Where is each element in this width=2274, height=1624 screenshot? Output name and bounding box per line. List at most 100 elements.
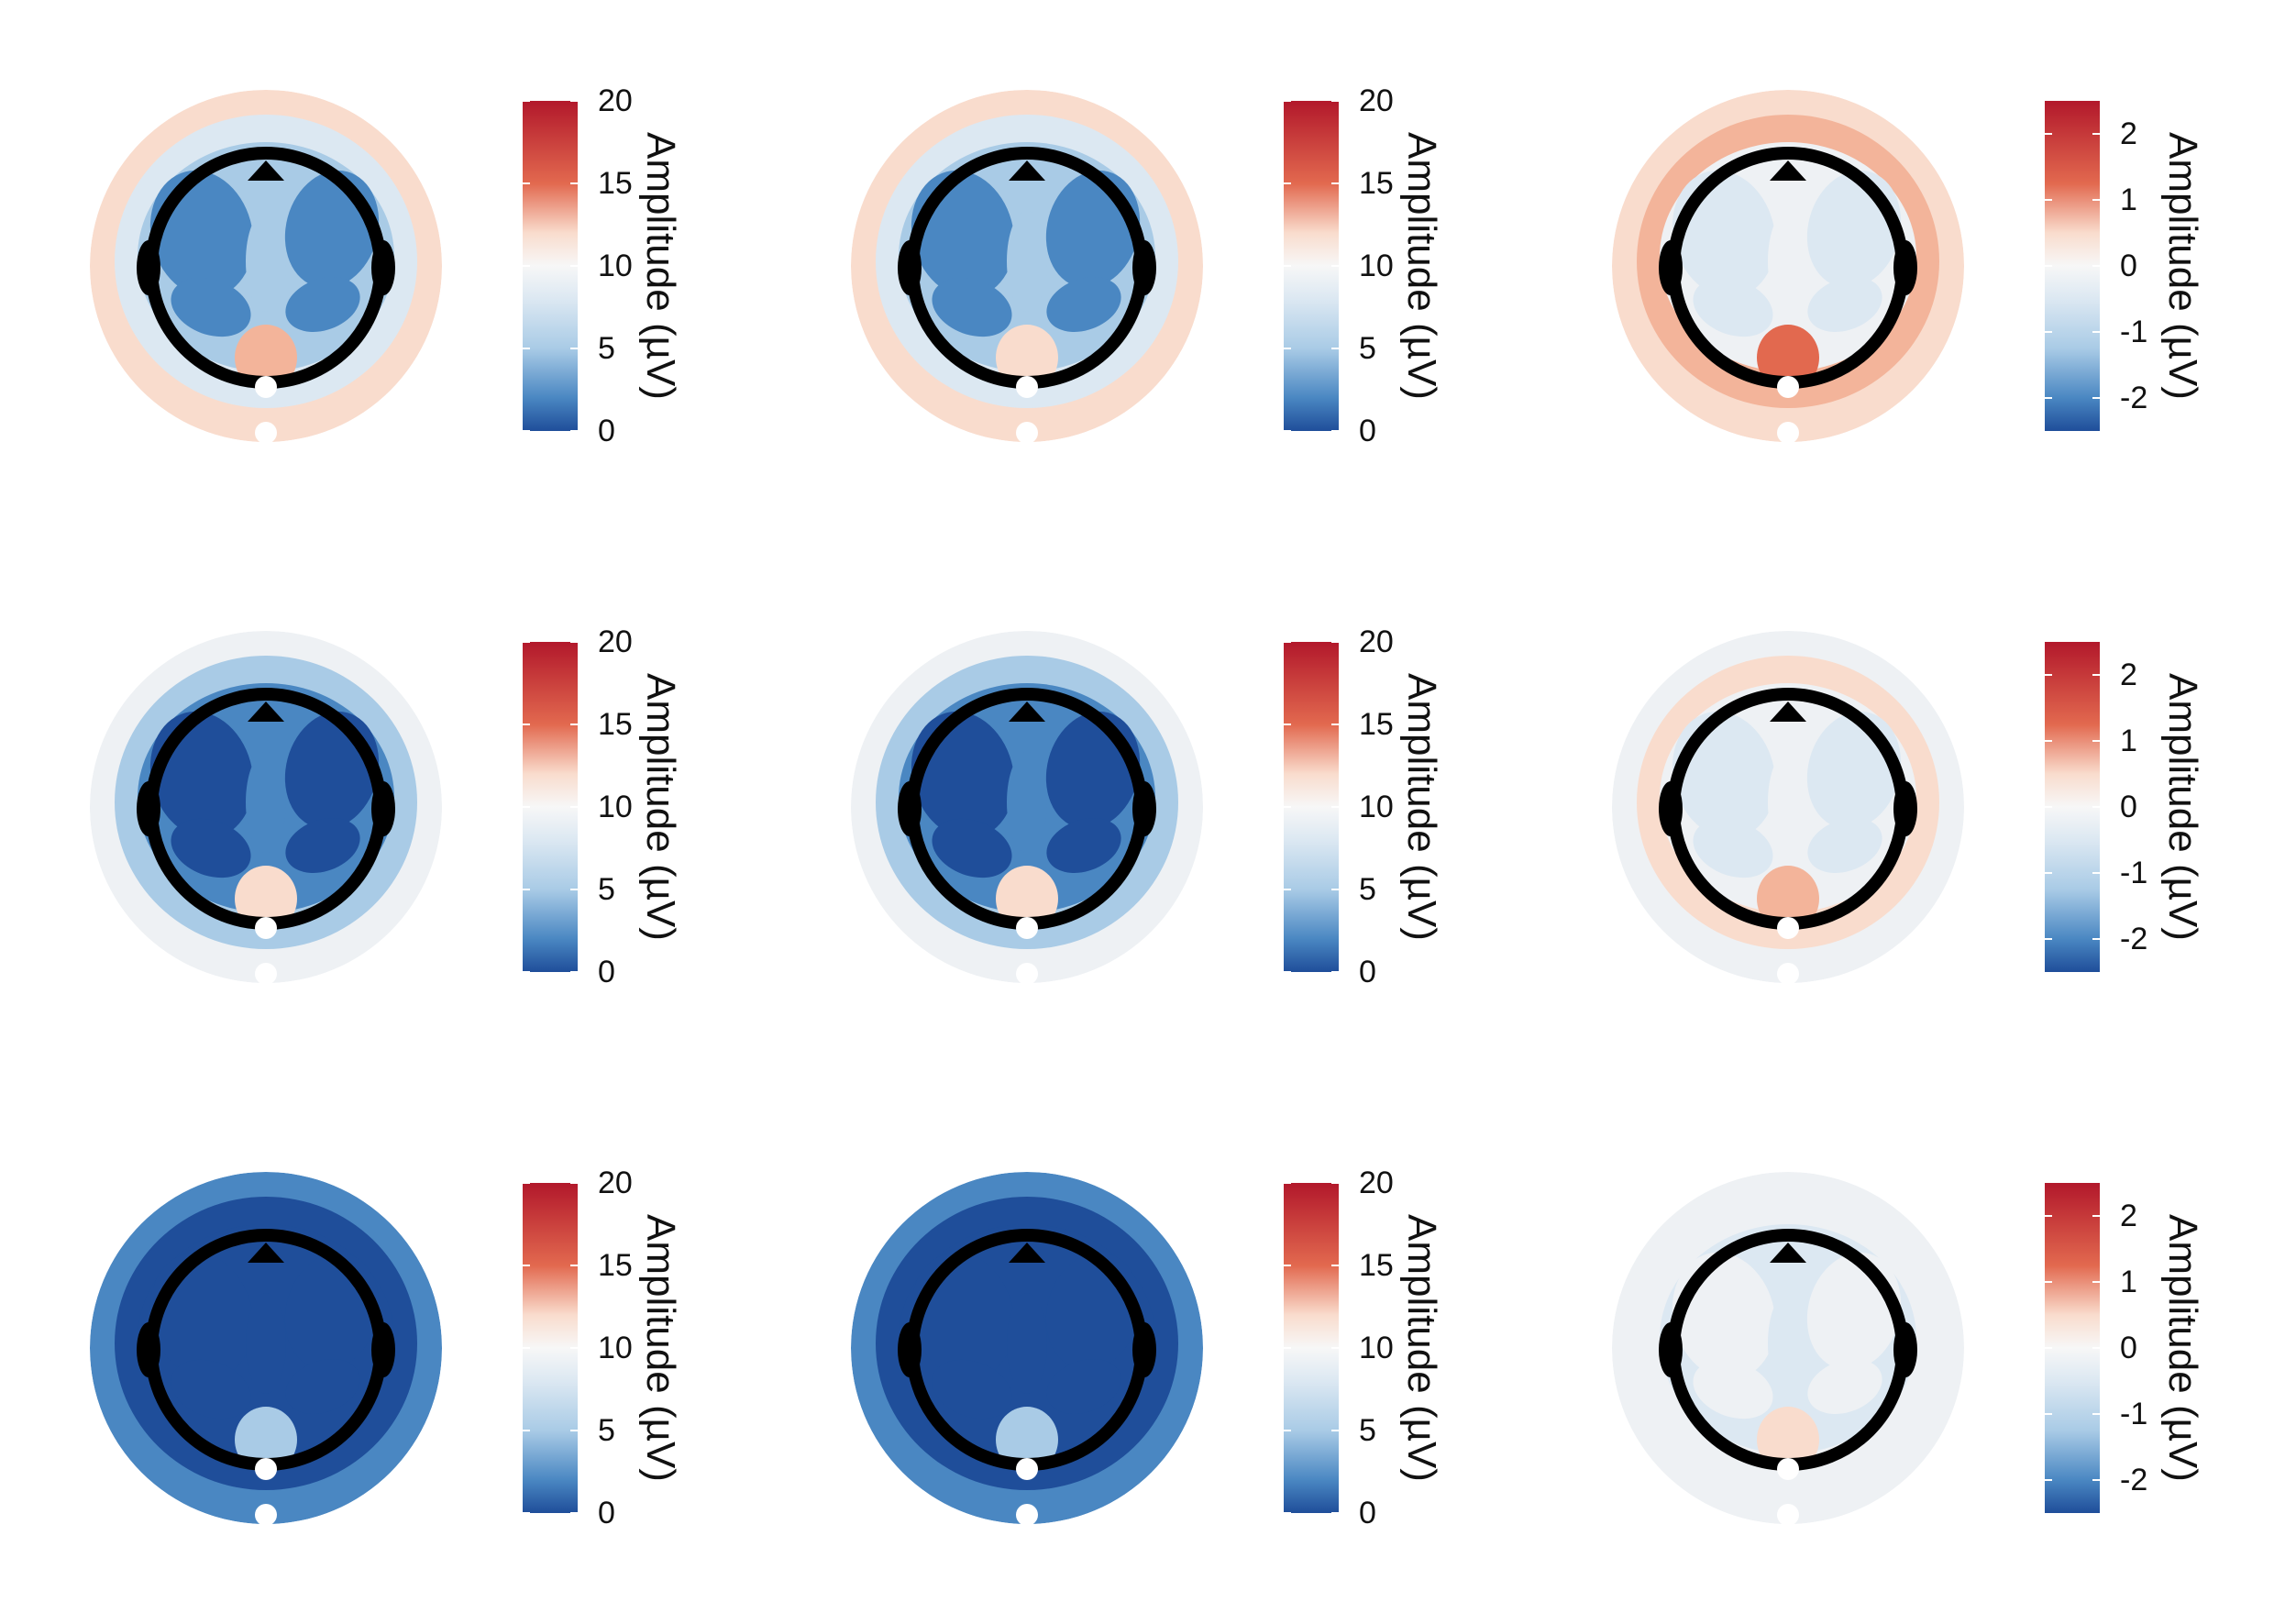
- colorbar: [1284, 1183, 1339, 1513]
- occipital-hotspot: [996, 866, 1058, 932]
- contour-midline: [1768, 752, 1808, 853]
- colorbar-gradient: [2045, 642, 2100, 972]
- contour-right-lower: [285, 1359, 360, 1414]
- electrode-marker-lower: [1016, 963, 1038, 985]
- occipital-hotspot: [1757, 325, 1819, 391]
- contour-right-lower: [285, 277, 360, 332]
- scalp-topography-map: [1612, 90, 1964, 444]
- colorbar-tick-label: 15: [1359, 707, 1394, 742]
- colorbar-tick-label: 5: [598, 872, 615, 907]
- contour-right-lower: [1046, 1359, 1121, 1414]
- colorbar-gradient: [2045, 1183, 2100, 1513]
- colorbar-tick-label: 10: [1359, 249, 1394, 283]
- electrode-marker-lower: [1016, 1504, 1038, 1526]
- colorbar: [2045, 101, 2100, 431]
- nose-marker: [248, 702, 284, 722]
- colorbar-tick-label: 0: [2120, 790, 2137, 824]
- contour-midline: [246, 211, 286, 312]
- contour-midline: [246, 752, 286, 853]
- contour-left-lower: [171, 818, 251, 878]
- topoplot-panel-r1-c3: 2 1 0 -1 -2 Amplitude (µV): [1586, 64, 2274, 468]
- colorbar-tick-label: 0: [2120, 1331, 2137, 1365]
- topoplot-panel-r3-c1: 20 15 10 5 0 Amplitude (µV): [64, 1146, 798, 1550]
- colorbar-gradient: [1284, 642, 1339, 972]
- colorbar-tick-label: 0: [2120, 249, 2137, 283]
- topoplot-panel-r1-c2: 20 15 10 5 0 Amplitude (µV): [825, 64, 1559, 468]
- electrode-marker-lower: [1777, 422, 1799, 444]
- nose-marker: [1009, 160, 1045, 181]
- colorbar-tick-label: 10: [1359, 790, 1394, 824]
- contour-right-lower: [1046, 277, 1121, 332]
- colorbar-axis-title: Amplitude (µV): [2160, 673, 2205, 941]
- colorbar-axis-title: Amplitude (µV): [638, 1214, 683, 1482]
- colorbar-tick-label: 10: [598, 249, 633, 283]
- occipital-hotspot: [235, 1407, 297, 1473]
- colorbar-tick-label: 0: [1359, 955, 1376, 989]
- scalp-topography-map: [90, 90, 442, 444]
- electrode-marker-inion: [1777, 1458, 1799, 1480]
- colorbar-tick-label: 15: [598, 707, 633, 742]
- colorbar-tick-label: 0: [598, 1496, 615, 1530]
- occipital-hotspot: [235, 325, 297, 391]
- colorbar-tick-label: 5: [1359, 872, 1376, 907]
- colorbar-tick-label: 0: [1359, 1496, 1376, 1530]
- colorbar-tick-label: 15: [1359, 166, 1394, 201]
- electrode-marker-inion: [255, 917, 277, 939]
- colorbar: [523, 1183, 578, 1513]
- contour-right-lower: [1807, 1359, 1882, 1414]
- colorbar-axis-title: Amplitude (µV): [2160, 132, 2205, 400]
- colorbar-tick-label: 20: [1359, 83, 1394, 118]
- occipital-hotspot: [1757, 866, 1819, 932]
- colorbar-tick-label: 5: [598, 331, 615, 366]
- electrode-marker-inion: [1016, 917, 1038, 939]
- scalp-topography-map: [851, 90, 1203, 444]
- colorbar-tick-label: 15: [598, 1248, 633, 1283]
- contour-left-lower: [171, 277, 251, 337]
- contour-left-lower: [1693, 1359, 1773, 1420]
- colorbar-tick-label: 0: [1359, 414, 1376, 448]
- electrode-marker-inion: [1016, 376, 1038, 398]
- colorbar: [1284, 642, 1339, 972]
- colorbar-tick-label: 1: [2120, 724, 2137, 758]
- electrode-marker-lower: [255, 1504, 277, 1526]
- colorbar-tick-label: 15: [1359, 1248, 1394, 1283]
- colorbar-tick-label: 20: [598, 83, 633, 118]
- electrode-marker-inion: [255, 376, 277, 398]
- nose-marker: [1770, 1243, 1806, 1263]
- nose-marker: [1009, 702, 1045, 722]
- contour-left-lower: [1693, 818, 1773, 878]
- colorbar-tick-label: 5: [1359, 1413, 1376, 1448]
- nose-marker: [248, 160, 284, 181]
- contour-midline: [1007, 1293, 1047, 1394]
- topoplot-panel-r2-c1: 20 15 10 5 0 Amplitude (µV): [64, 605, 798, 1009]
- topoplot-panel-r3-c2: 20 15 10 5 0 Amplitude (µV): [825, 1146, 1559, 1550]
- contour-right-lower: [1046, 818, 1121, 873]
- electrode-marker-lower: [1777, 963, 1799, 985]
- contour-right-lower: [1807, 818, 1882, 873]
- contour-right-lower: [285, 818, 360, 873]
- colorbar-tick-label: -2: [2120, 922, 2148, 956]
- colorbar: [523, 101, 578, 431]
- electrode-marker-inion: [1016, 1458, 1038, 1480]
- nose-marker: [1770, 160, 1806, 181]
- contour-midline: [1768, 211, 1808, 312]
- colorbar: [2045, 1183, 2100, 1513]
- scalp-topography-map: [851, 1172, 1203, 1526]
- topoplot-panel-r2-c2: 20 15 10 5 0 Amplitude (µV): [825, 605, 1559, 1009]
- colorbar-tick-label: 1: [2120, 1265, 2137, 1299]
- colorbar-tick-label: -2: [2120, 1463, 2148, 1497]
- colorbar-tick-label: -1: [2120, 856, 2148, 890]
- colorbar-tick-label: 0: [598, 414, 615, 448]
- contour-midline: [1007, 752, 1047, 853]
- contour-midline: [1007, 211, 1047, 312]
- colorbar-axis-title: Amplitude (µV): [1399, 132, 1444, 400]
- colorbar-tick-label: 20: [598, 1166, 633, 1200]
- electrode-marker-lower: [1777, 1504, 1799, 1526]
- electrode-marker-inion: [1777, 376, 1799, 398]
- colorbar-gradient: [523, 101, 578, 431]
- contour-left-lower: [171, 1359, 251, 1420]
- colorbar-tick-label: 1: [2120, 182, 2137, 217]
- electrode-marker-lower: [1016, 422, 1038, 444]
- colorbar-axis-title: Amplitude (µV): [638, 673, 683, 941]
